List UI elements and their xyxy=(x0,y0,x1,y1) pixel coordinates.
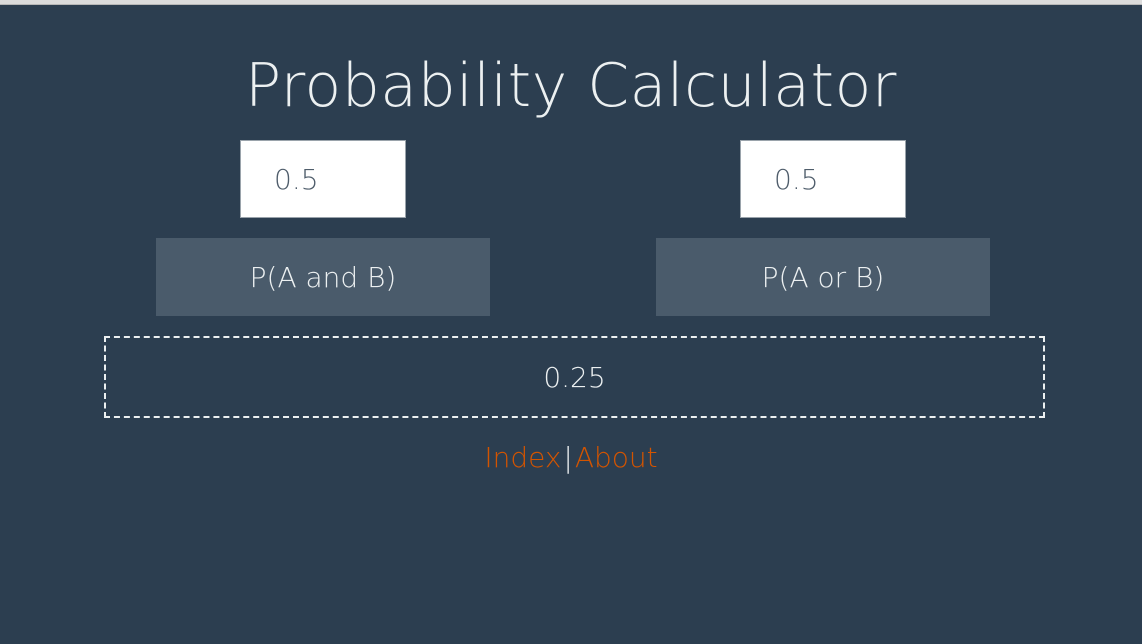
probability-b-input[interactable] xyxy=(740,140,906,218)
probability-a-input[interactable] xyxy=(240,140,406,218)
p-a-and-b-button[interactable]: P(A and B) xyxy=(156,238,490,316)
p-a-or-b-button[interactable]: P(A or B) xyxy=(656,238,990,316)
footer-nav: Index|About xyxy=(0,438,1142,478)
result-box: 0.25 xyxy=(104,336,1045,418)
index-link[interactable]: Index xyxy=(484,441,562,474)
page-title: Probability Calculator xyxy=(245,51,897,121)
result-value: 0.25 xyxy=(543,360,606,394)
footer-separator: | xyxy=(563,441,573,474)
about-link[interactable]: About xyxy=(574,441,658,474)
browser-top-edge xyxy=(0,0,1142,5)
